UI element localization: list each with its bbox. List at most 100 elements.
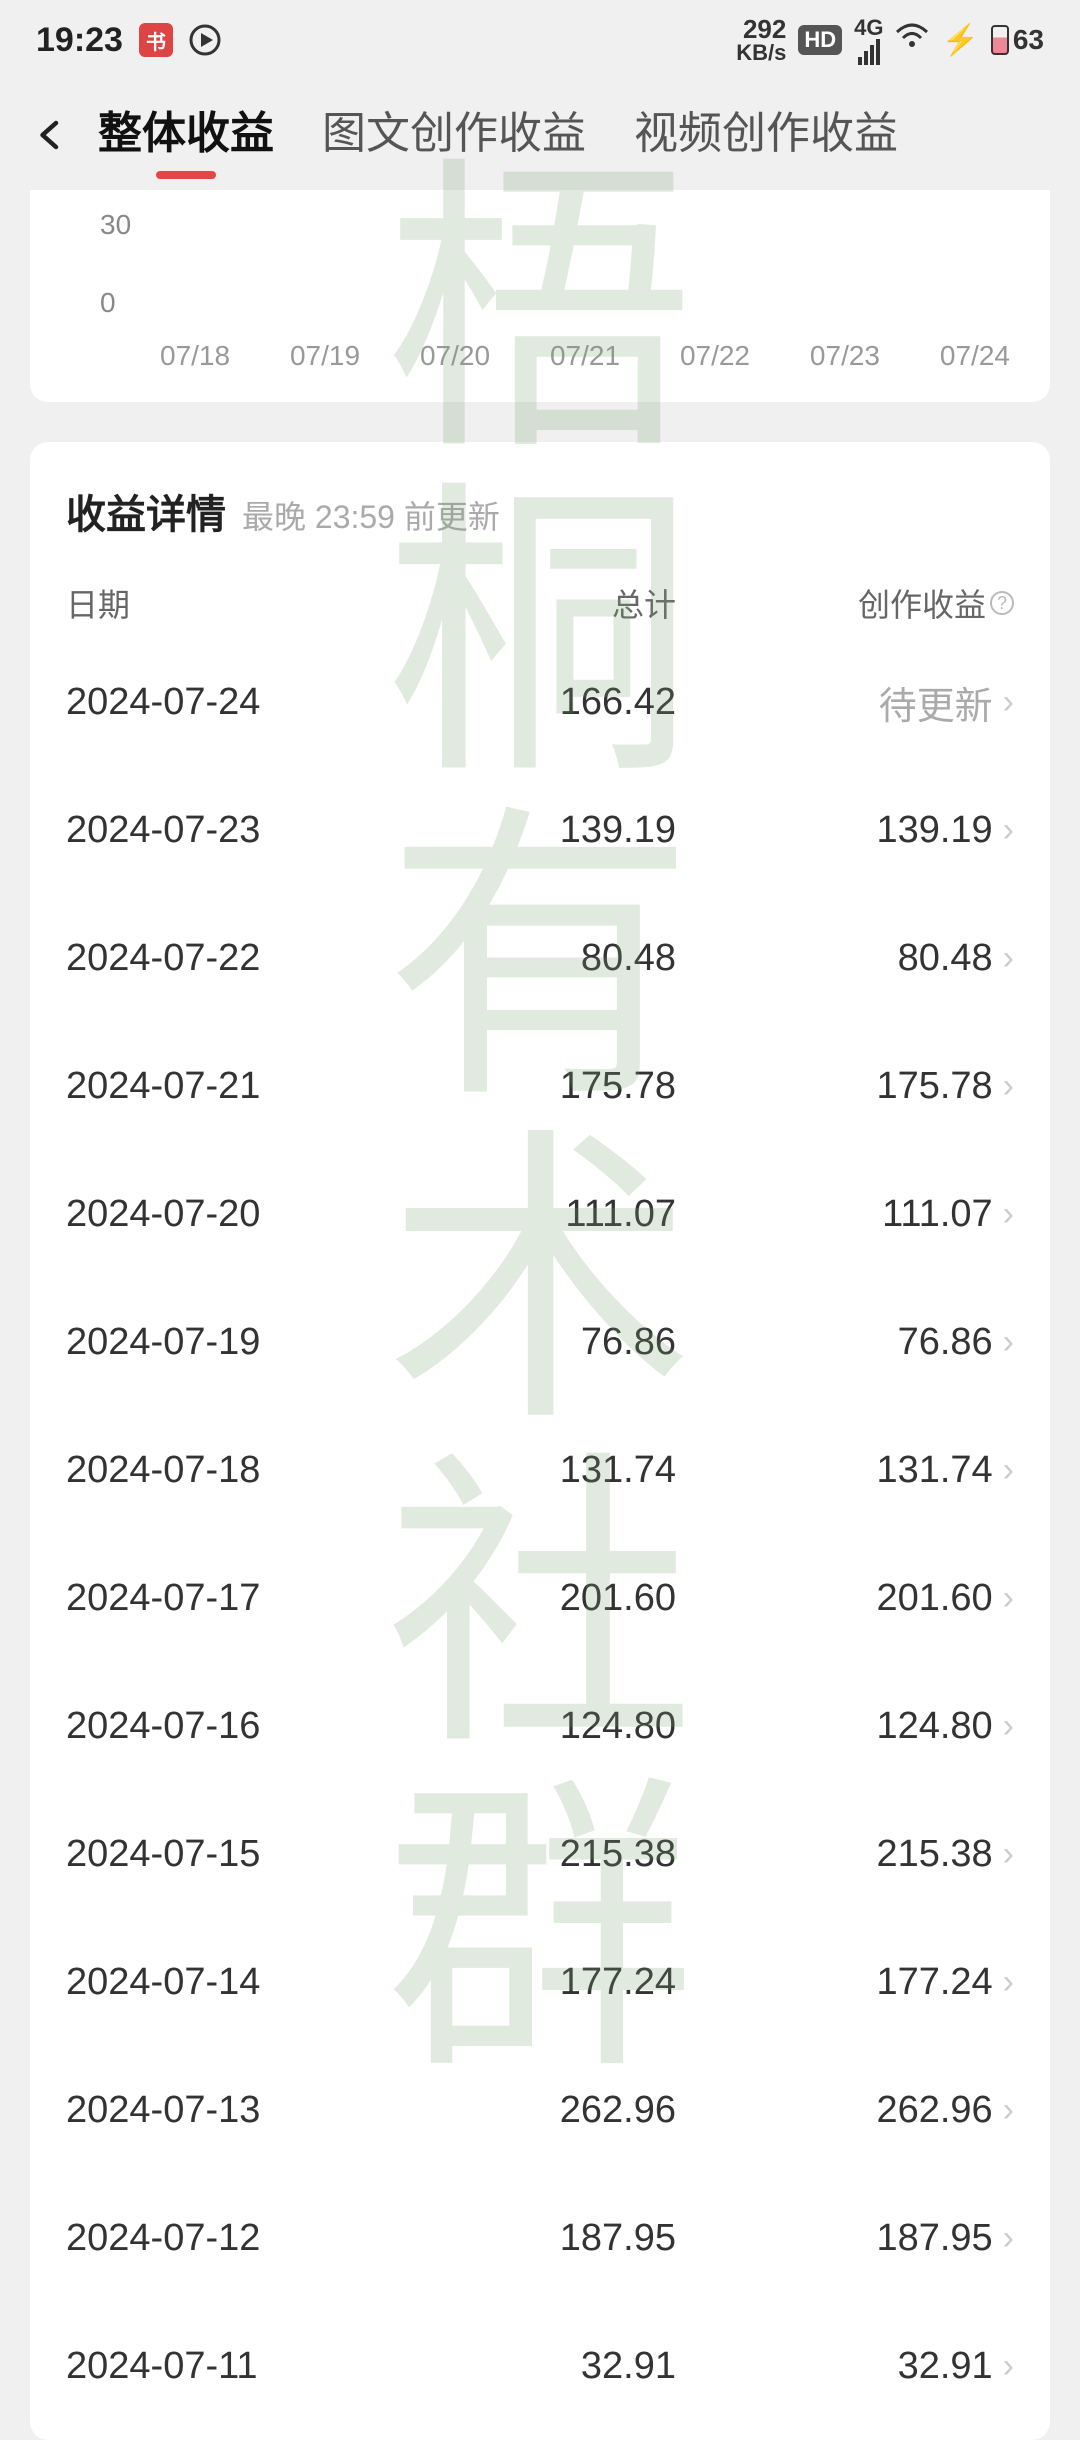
table-row[interactable]: 2024-07-16124.80124.80›: [66, 1662, 1014, 1790]
chevron-right-icon: ›: [1003, 811, 1014, 850]
row-total: 215.38: [446, 1833, 676, 1876]
back-button[interactable]: [20, 105, 80, 165]
table-row[interactable]: 2024-07-13262.96262.96›: [66, 2046, 1014, 2174]
table-row[interactable]: 2024-07-2280.4880.48›: [66, 894, 1014, 1022]
row-creative: 187.95›: [676, 2217, 1014, 2260]
y-tick-30: 30: [100, 209, 131, 241]
row-total: 262.96: [446, 2089, 676, 2132]
row-creative: 124.80›: [676, 1705, 1014, 1748]
earnings-table: 2024-07-24166.42待更新›2024-07-23139.19139.…: [66, 638, 1014, 2430]
nav-bar: 整体收益图文创作收益视频创作收益: [0, 80, 1080, 190]
chevron-right-icon: ›: [1003, 2219, 1014, 2258]
row-creative: 262.96›: [676, 2089, 1014, 2132]
row-total: 76.86: [446, 1321, 676, 1364]
bolt-icon: ⚡: [941, 23, 978, 58]
table-row[interactable]: 2024-07-20111.07111.07›: [66, 1150, 1014, 1278]
table-row[interactable]: 2024-07-23139.19139.19›: [66, 766, 1014, 894]
mobile-signal: 4G: [854, 15, 883, 65]
row-date: 2024-07-16: [66, 1705, 446, 1748]
chevron-right-icon: ›: [1003, 1707, 1014, 1746]
x-axis: 07/1807/1907/2007/2107/2207/2307/24: [50, 340, 1030, 372]
details-header: 收益详情 最晚 23:59 前更新: [66, 482, 1014, 540]
chevron-right-icon: ›: [1003, 2347, 1014, 2386]
row-date: 2024-07-18: [66, 1449, 446, 1492]
row-total: 32.91: [446, 2345, 676, 2388]
row-creative: 待更新›: [676, 675, 1014, 730]
row-date: 2024-07-12: [66, 2217, 446, 2260]
y-tick-0: 0: [100, 287, 116, 319]
table-row[interactable]: 2024-07-1132.9132.91›: [66, 2302, 1014, 2430]
x-tick: 07/22: [680, 340, 750, 372]
row-total: 80.48: [446, 937, 676, 980]
tab-2[interactable]: 视频创作收益: [634, 97, 898, 173]
chevron-right-icon: ›: [1003, 1963, 1014, 2002]
row-date: 2024-07-19: [66, 1321, 446, 1364]
row-total: 139.19: [446, 809, 676, 852]
row-date: 2024-07-24: [66, 681, 446, 724]
table-row[interactable]: 2024-07-21175.78175.78›: [66, 1022, 1014, 1150]
table-row[interactable]: 2024-07-24166.42待更新›: [66, 638, 1014, 766]
row-total: 175.78: [446, 1065, 676, 1108]
row-creative: 32.91›: [676, 2345, 1014, 2388]
row-creative: 111.07›: [676, 1193, 1014, 1236]
chevron-right-icon: ›: [1003, 1835, 1014, 1874]
table-row[interactable]: 2024-07-18131.74131.74›: [66, 1406, 1014, 1534]
chevron-right-icon: ›: [1003, 1323, 1014, 1362]
table-row[interactable]: 2024-07-1976.8676.86›: [66, 1278, 1014, 1406]
x-tick: 07/24: [940, 340, 1010, 372]
chart-card: 30 0 07/1807/1907/2007/2107/2207/2307/24: [30, 190, 1050, 402]
row-total: 187.95: [446, 2217, 676, 2260]
app-icon: 书: [139, 23, 173, 57]
column-headers: 日期 总计 创作收益 ?: [66, 580, 1014, 626]
chart-area: 30 0: [50, 202, 1030, 332]
row-total: 131.74: [446, 1449, 676, 1492]
tab-0[interactable]: 整体收益: [98, 97, 274, 173]
row-date: 2024-07-21: [66, 1065, 446, 1108]
details-subtitle: 最晚 23:59 前更新: [242, 492, 500, 538]
play-icon: [189, 24, 221, 56]
chevron-right-icon: ›: [1003, 1195, 1014, 1234]
row-total: 111.07: [446, 1193, 676, 1236]
details-title: 收益详情: [66, 482, 226, 540]
chevron-right-icon: ›: [1003, 2091, 1014, 2130]
row-date: 2024-07-14: [66, 1961, 446, 2004]
row-date: 2024-07-20: [66, 1193, 446, 1236]
tabs: 整体收益图文创作收益视频创作收益: [98, 97, 1060, 173]
row-total: 166.42: [446, 681, 676, 724]
table-row[interactable]: 2024-07-15215.38215.38›: [66, 1790, 1014, 1918]
x-tick: 07/21: [550, 340, 620, 372]
network-speed: 292 KB/s: [736, 16, 786, 64]
table-row[interactable]: 2024-07-12187.95187.95›: [66, 2174, 1014, 2302]
row-total: 124.80: [446, 1705, 676, 1748]
row-creative: 177.24›: [676, 1961, 1014, 2004]
row-date: 2024-07-13: [66, 2089, 446, 2132]
row-creative: 80.48›: [676, 937, 1014, 980]
row-date: 2024-07-17: [66, 1577, 446, 1620]
row-creative: 139.19›: [676, 809, 1014, 852]
help-icon[interactable]: ?: [990, 591, 1014, 615]
status-bar: 19:23 书 292 KB/s HD 4G ⚡ 63: [0, 0, 1080, 80]
tab-1[interactable]: 图文创作收益: [322, 97, 586, 173]
table-row[interactable]: 2024-07-17201.60201.60›: [66, 1534, 1014, 1662]
chevron-right-icon: ›: [1003, 683, 1014, 722]
row-date: 2024-07-23: [66, 809, 446, 852]
row-creative: 201.60›: [676, 1577, 1014, 1620]
table-row[interactable]: 2024-07-14177.24177.24›: [66, 1918, 1014, 2046]
x-tick: 07/23: [810, 340, 880, 372]
col-header-date: 日期: [66, 580, 446, 626]
chevron-right-icon: ›: [1003, 939, 1014, 978]
status-time: 19:23: [36, 21, 123, 60]
details-card: 收益详情 最晚 23:59 前更新 日期 总计 创作收益 ? 2024-07-2…: [30, 442, 1050, 2440]
wifi-icon: [895, 22, 929, 58]
row-date: 2024-07-11: [66, 2345, 446, 2388]
row-total: 201.60: [446, 1577, 676, 1620]
row-creative: 131.74›: [676, 1449, 1014, 1492]
row-creative: 215.38›: [676, 1833, 1014, 1876]
row-total: 177.24: [446, 1961, 676, 2004]
row-creative: 175.78›: [676, 1065, 1014, 1108]
x-tick: 07/20: [420, 340, 490, 372]
chevron-right-icon: ›: [1003, 1451, 1014, 1490]
row-creative: 76.86›: [676, 1321, 1014, 1364]
col-header-total: 总计: [446, 580, 676, 626]
col-header-creative: 创作收益 ?: [676, 580, 1014, 626]
